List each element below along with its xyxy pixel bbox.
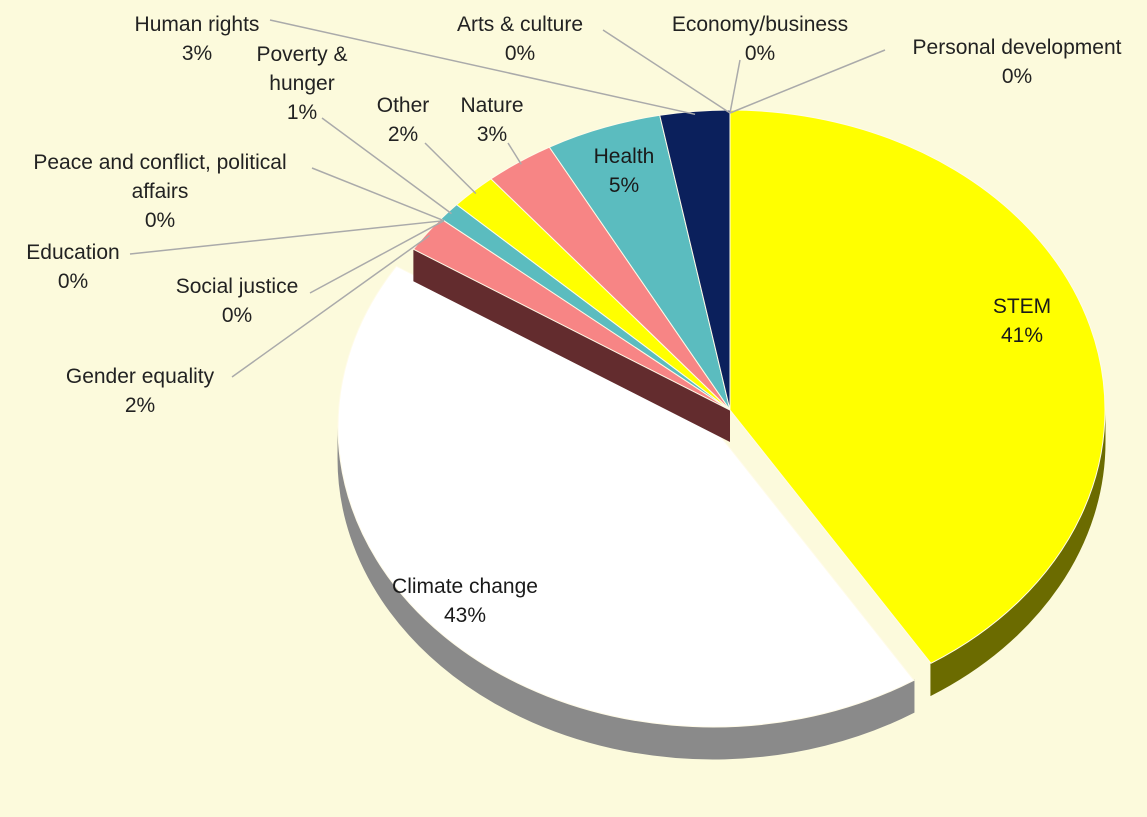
value-label: 43% xyxy=(443,604,487,627)
category-name: Gender equality xyxy=(65,365,215,388)
slice-label: Peace and conflict, political affairs 0% xyxy=(5,148,315,235)
slice-label: Nature 3% xyxy=(447,91,537,149)
slice xyxy=(729,109,1106,664)
leader-line xyxy=(129,219,445,255)
value-label: 1% xyxy=(286,101,318,124)
category-name: Education xyxy=(26,241,120,264)
slice-label: STEM 41% xyxy=(962,292,1082,350)
slice-label: Health 5% xyxy=(579,142,669,200)
slice-label: Personal development 0% xyxy=(887,33,1147,91)
category-name: Peace and conflict, political affairs xyxy=(33,151,287,203)
slice xyxy=(337,265,915,728)
category-name: Arts & culture xyxy=(456,13,584,36)
leader-line xyxy=(507,142,522,165)
leader-line xyxy=(729,49,886,114)
value-label: 2% xyxy=(124,394,156,417)
value-label: 0% xyxy=(504,42,536,65)
slice-label: Arts & culture 0% xyxy=(435,10,605,68)
slice-label: Education 0% xyxy=(8,238,138,296)
value-label: 3% xyxy=(181,42,213,65)
category-name: Economy/business xyxy=(671,13,849,36)
value-label: 0% xyxy=(57,270,89,293)
leader-line xyxy=(321,117,452,215)
category-name: Nature xyxy=(460,94,524,117)
value-label: 41% xyxy=(1000,324,1044,347)
leader-line xyxy=(424,142,477,195)
category-name: Climate change xyxy=(392,575,538,598)
leader-line xyxy=(311,167,445,222)
leader-line xyxy=(309,220,445,294)
leader-line xyxy=(231,234,431,378)
leader-line xyxy=(602,29,731,114)
value-label: 0% xyxy=(1001,65,1033,88)
slice-label: Social justice 0% xyxy=(157,272,317,330)
value-label: 2% xyxy=(387,123,419,146)
value-label: 0% xyxy=(144,209,176,232)
category-name: Poverty & hunger xyxy=(256,43,348,95)
value-label: 5% xyxy=(608,174,640,197)
value-label: 0% xyxy=(744,42,776,65)
category-name: Human rights xyxy=(134,13,260,36)
value-label: 0% xyxy=(221,304,253,327)
leader-line xyxy=(729,59,741,114)
slice-label: Other 2% xyxy=(363,91,443,149)
leader-line xyxy=(269,19,696,116)
category-name: Other xyxy=(376,94,430,117)
slice-label: Climate change 43% xyxy=(355,572,575,630)
slice-label: Poverty & hunger 1% xyxy=(242,40,362,127)
category-name: Personal development xyxy=(912,36,1122,59)
slice-side xyxy=(413,249,730,442)
category-name: Health xyxy=(593,145,655,168)
value-label: 3% xyxy=(476,123,508,146)
category-name: Social justice xyxy=(175,275,299,298)
slice-label: Economy/business 0% xyxy=(660,10,860,68)
slice-label: Human rights 3% xyxy=(112,10,282,68)
slice-label: Gender equality 2% xyxy=(30,362,250,420)
category-name: STEM xyxy=(992,295,1052,318)
